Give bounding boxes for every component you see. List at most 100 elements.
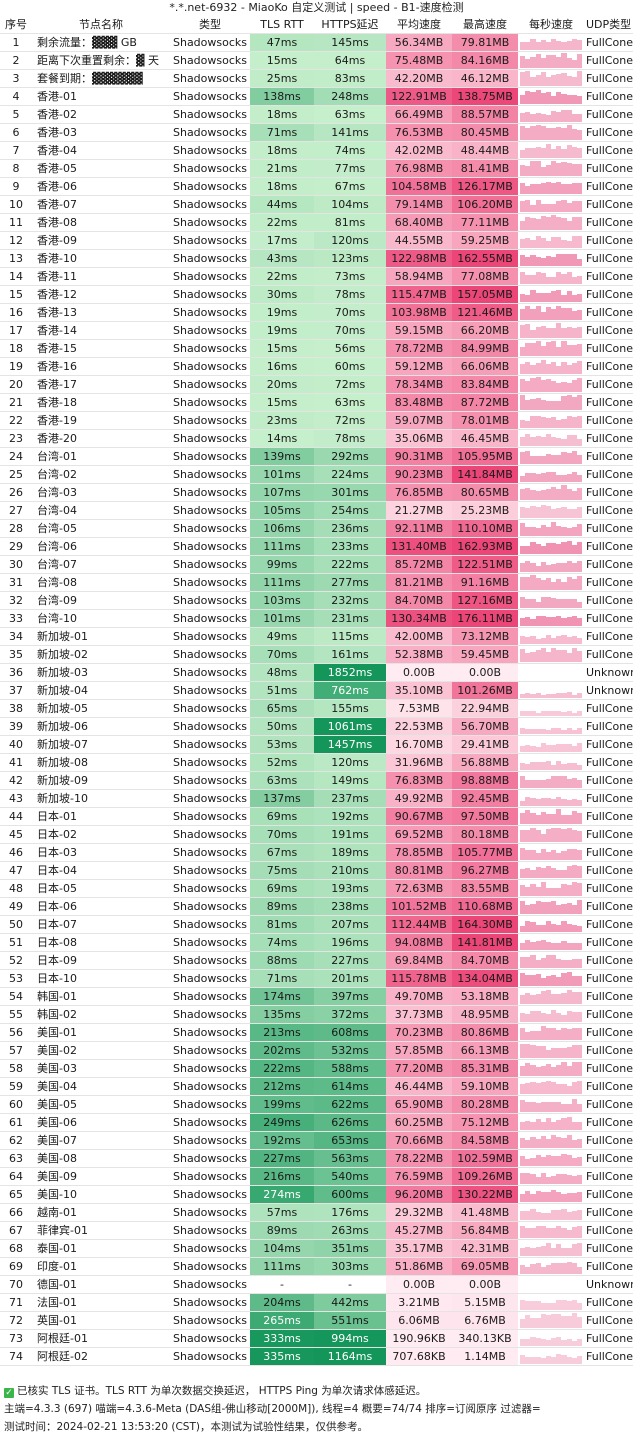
sparkline-bar: [556, 1047, 562, 1058]
https-latency: 563ms: [314, 1149, 386, 1168]
sparkline-bar: [571, 1192, 577, 1202]
sparkline-bar: [525, 90, 531, 104]
node-type: Shadowsocks: [170, 1149, 250, 1168]
table-row: 70 德国-01 Shadowsocks - -0.00B 0.00B Unknown: [0, 1275, 633, 1294]
table-row: 60 美国-05 Shadowsocks 199ms 622ms 65.90MB 80.28…: [0, 1095, 633, 1114]
max-speed: 59.25MB: [452, 231, 518, 250]
node-type: Shadowsocks: [170, 573, 250, 592]
sparkline-bar: [551, 400, 557, 410]
node-name: 英国-01: [32, 1311, 170, 1330]
node-name: 香港-16: [32, 357, 170, 376]
tls-rtt: 202ms: [250, 1041, 314, 1060]
speed-sparkline: [520, 269, 583, 284]
per-second-speed: [518, 807, 584, 826]
avg-speed: 79.14MB: [386, 195, 452, 214]
avg-speed: 78.34MB: [386, 375, 452, 394]
node-name: 套餐到期：▓▓▓▓▓▓: [32, 69, 170, 88]
node-name: 香港-19: [32, 411, 170, 430]
udp-type: FullCone: [584, 1293, 633, 1312]
sparkline-bar: [535, 1246, 541, 1256]
table-row: 68 泰国-01 Shadowsocks 104ms 351ms 35.17MB 42.31…: [0, 1239, 633, 1258]
sparkline-bar: [566, 1134, 572, 1148]
sparkline-bar: [551, 486, 557, 500]
sparkline-bar: [571, 1121, 577, 1130]
per-second-speed: [518, 555, 584, 574]
sparkline-bar: [576, 991, 583, 1004]
sparkline-bar: [525, 992, 531, 1004]
sparkline-bar: [525, 380, 531, 392]
tls-rtt: 70ms: [250, 645, 314, 664]
per-second-speed: [518, 231, 584, 250]
sparkline-bar: [556, 1209, 562, 1220]
node-name: 剩余流量：▓▓▓ GB: [32, 33, 170, 52]
sparkline-bar: [540, 990, 546, 1004]
sparkline-bar: [535, 746, 541, 752]
sparkline-bar: [576, 1242, 583, 1256]
speed-sparkline: [520, 394, 583, 410]
sparkline-bar: [571, 729, 577, 734]
sparkline-bar: [530, 377, 536, 392]
max-speed: 97.50MB: [452, 807, 518, 826]
udp-type: FullCone: [584, 1131, 633, 1150]
node-name: 香港-05: [32, 159, 170, 178]
row-index: 38: [0, 699, 32, 718]
sparkline-bar: [566, 240, 572, 248]
max-speed: 92.45MB: [452, 789, 518, 808]
table-row: 41 新加坡-08 Shadowsocks 52ms 120ms 31.96MB 56.88…: [0, 753, 633, 772]
sparkline-bar: [566, 109, 572, 122]
sparkline-bar: [535, 362, 541, 374]
sparkline-bar: [540, 1338, 546, 1346]
sparkline-bar: [530, 812, 536, 824]
speed-sparkline: [520, 233, 583, 248]
header-avg-speed: 平均速度: [386, 16, 452, 34]
sparkline-bar: [525, 1300, 531, 1310]
sparkline-bar: [525, 1190, 531, 1202]
node-name: 日本-04: [32, 861, 170, 880]
max-speed: 91.16MB: [452, 573, 518, 592]
sparkline-bar: [556, 305, 562, 320]
node-type: Shadowsocks: [170, 375, 250, 394]
node-name: 日本-10: [32, 969, 170, 988]
avg-speed: 112.44MB: [386, 915, 452, 934]
tls-rtt: 227ms: [250, 1149, 314, 1168]
table-row: 56 美国-01 Shadowsocks 213ms 608ms 70.23MB 80.86…: [0, 1023, 633, 1042]
sparkline-bar: [551, 563, 557, 572]
sparkline-bar: [525, 1338, 531, 1346]
sparkline-bar: [566, 415, 572, 428]
udp-type: FullCone: [584, 519, 633, 538]
sparkline-bar: [566, 394, 572, 410]
sparkline-bar: [561, 52, 567, 68]
sparkline-bar: [561, 506, 567, 518]
node-name: 香港-15: [32, 339, 170, 358]
sparkline-bar: [556, 796, 562, 806]
sparkline-bar: [520, 1027, 526, 1040]
sparkline-bar: [535, 74, 541, 86]
node-type: Shadowsocks: [170, 717, 250, 736]
https-latency: 56ms: [314, 339, 386, 358]
sparkline-bar: [520, 488, 526, 500]
row-index: 27: [0, 501, 32, 520]
row-index: 31: [0, 573, 32, 592]
row-index: 29: [0, 537, 32, 556]
sparkline-bar: [540, 728, 546, 734]
sparkline-bar: [551, 54, 557, 68]
sparkline-bar: [525, 904, 531, 914]
sparkline-bar: [520, 576, 526, 590]
sparkline-bar: [576, 1027, 583, 1040]
sparkline-bar: [540, 977, 546, 986]
udp-type: FullCone: [584, 375, 633, 394]
row-index: 10: [0, 195, 32, 214]
sparkline-bar: [561, 634, 567, 644]
sparkline-bar: [520, 1172, 526, 1184]
sparkline-bar: [525, 576, 531, 590]
sparkline-bar: [551, 993, 557, 1004]
https-latency: 237ms: [314, 789, 386, 808]
sparkline-bar: [551, 182, 557, 194]
per-second-speed: [518, 393, 584, 412]
speed-sparkline: [520, 52, 583, 68]
sparkline-bar: [576, 958, 583, 968]
sparkline-bar: [576, 415, 583, 428]
sparkline-bar: [535, 256, 541, 266]
avg-speed: 76.98MB: [386, 159, 452, 178]
sparkline-bar: [540, 311, 546, 320]
